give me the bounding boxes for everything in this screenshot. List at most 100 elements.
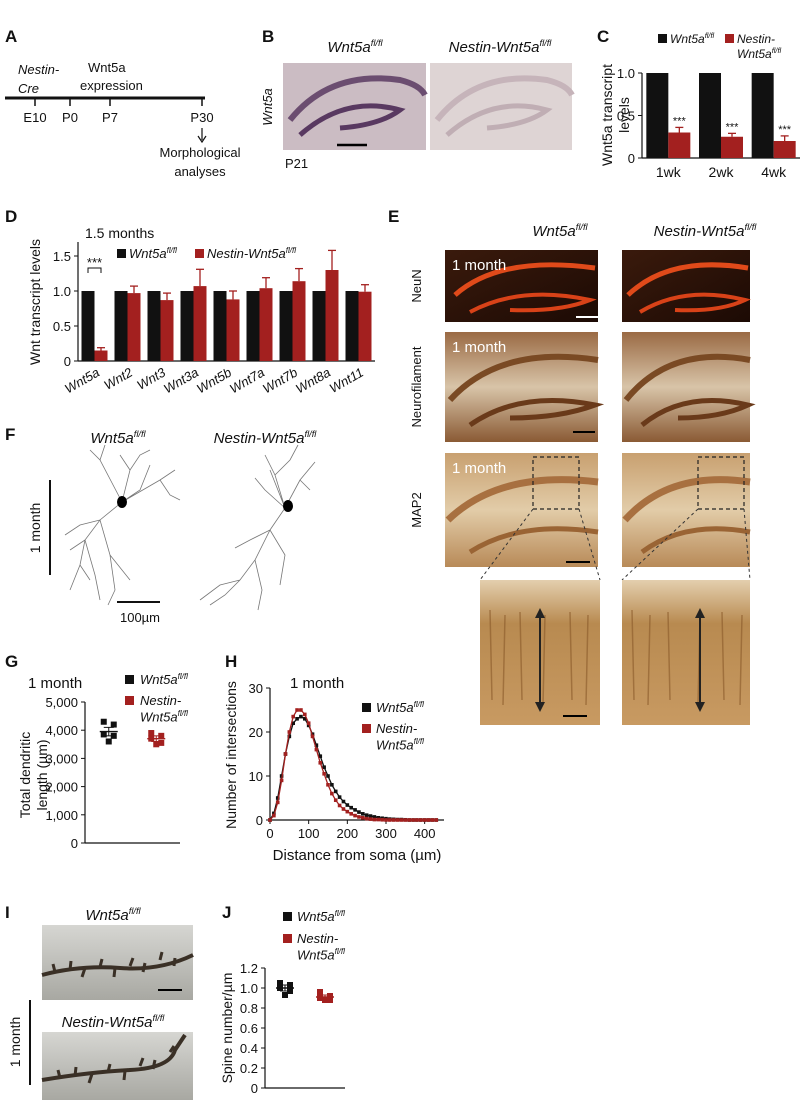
panel-letter: A xyxy=(5,27,17,46)
data-point xyxy=(314,743,319,747)
tissue-band xyxy=(453,262,596,297)
y-tick-label: 0.5 xyxy=(53,319,71,334)
data-point xyxy=(100,718,107,725)
data-point xyxy=(105,738,112,745)
legend-swatch xyxy=(117,249,126,258)
data-point xyxy=(330,783,334,787)
data-point xyxy=(287,730,292,734)
data-point xyxy=(415,818,419,822)
outcome-label: Morphological xyxy=(160,145,241,160)
data-point xyxy=(322,765,326,769)
row-label: Neurofilament xyxy=(409,346,424,427)
bar xyxy=(94,350,108,361)
bar xyxy=(259,288,273,361)
y-tick-label: 20 xyxy=(249,725,263,740)
panel-letter: F xyxy=(5,425,15,444)
tissue-band xyxy=(287,75,428,122)
label-sup: fl/fl xyxy=(167,246,177,255)
timepoint: P0 xyxy=(62,110,78,125)
label-base: Nestin-Wnt5a xyxy=(449,39,540,56)
bar xyxy=(668,132,691,158)
subtitle: 1.5 months xyxy=(85,225,154,241)
dendrite-streaks xyxy=(489,609,589,706)
bar xyxy=(325,270,339,361)
legend-swatch xyxy=(283,912,292,921)
label-line: Nestin- xyxy=(297,931,339,946)
data-point xyxy=(353,813,357,818)
data-point xyxy=(357,810,361,814)
y-tick-label: 4,000 xyxy=(45,723,78,738)
data-point xyxy=(349,805,353,810)
bar xyxy=(773,141,796,158)
data-point xyxy=(403,818,408,822)
data-point xyxy=(361,816,365,820)
y-axis-label: length (µm) xyxy=(34,739,50,810)
data-point xyxy=(291,721,295,725)
data-point xyxy=(333,798,338,802)
bar xyxy=(246,291,260,361)
y-tick-label: 2,000 xyxy=(45,780,78,795)
row-label: NeuN xyxy=(409,269,424,302)
panel-letter: H xyxy=(225,652,237,671)
data-point xyxy=(303,717,307,721)
genotype-label: Wnt5afl/fl xyxy=(532,222,588,240)
bar xyxy=(114,291,128,361)
label-sup: fl/fl xyxy=(304,429,317,439)
probe-label: Wnt5a xyxy=(260,88,275,126)
legend-swatch xyxy=(362,703,371,712)
genotype-label: Wnt5afl/fl xyxy=(297,909,345,924)
bar xyxy=(751,73,774,158)
y-tick-label: 0.8 xyxy=(240,1001,258,1016)
significance: *** xyxy=(673,115,687,127)
bar xyxy=(213,291,227,361)
label-sup: fl/fl xyxy=(286,246,296,255)
label-base: Wnt5a xyxy=(532,223,575,240)
significance: *** xyxy=(87,255,102,270)
tissue-band xyxy=(468,398,605,428)
label-base: Wnt5a xyxy=(327,39,370,56)
subtitle: 1 month xyxy=(28,675,82,692)
data-point xyxy=(395,818,400,822)
data-point xyxy=(275,796,280,800)
y-tick-label: 0 xyxy=(64,354,71,369)
data-point xyxy=(364,813,369,817)
data-point xyxy=(314,747,319,752)
label-base: Wnt5a xyxy=(85,907,128,924)
bar xyxy=(721,136,743,158)
data-point xyxy=(295,708,299,712)
legend-swatch xyxy=(362,724,371,733)
data-point xyxy=(317,995,323,1001)
x-tick-label: 4wk xyxy=(761,164,787,180)
bar xyxy=(312,291,326,361)
label-sup: fl/fl xyxy=(152,1013,165,1023)
tissue-band xyxy=(638,292,751,314)
label-line: Nestin- xyxy=(737,32,775,46)
label-line: Wnt5a xyxy=(737,47,772,61)
genotype-label: Nestin-Wnt5afl/fl xyxy=(207,246,296,261)
data-point xyxy=(322,997,328,1003)
label-sup: fl/fl xyxy=(178,672,188,681)
bar xyxy=(292,281,306,361)
tissue-band xyxy=(447,353,599,403)
spines xyxy=(51,951,177,978)
panel-f: F 1 month 100µm xyxy=(5,425,316,625)
genotype-label: Wnt5afl/fl xyxy=(376,700,424,715)
tissue-band xyxy=(623,353,751,402)
data-point xyxy=(333,789,338,794)
data-point xyxy=(380,817,384,822)
x-tick-label: Wnt5a xyxy=(62,365,102,397)
label-base: Nestin-Wnt5a xyxy=(654,223,745,240)
inset-micrograph xyxy=(622,580,750,725)
label-sup: fl/fl xyxy=(414,700,424,709)
genotype-label: Nestin-Wnt5afl/fl xyxy=(376,721,424,752)
driver-label: Cre xyxy=(18,81,39,96)
label-sup: fl/fl xyxy=(414,737,424,746)
significance-bracket xyxy=(87,267,102,273)
event-label: expression xyxy=(80,78,143,93)
legend-swatch xyxy=(195,249,204,258)
legend-swatch xyxy=(125,696,134,705)
significance: *** xyxy=(726,121,740,133)
arrow-head xyxy=(197,135,207,144)
data-point xyxy=(341,799,346,804)
data-point xyxy=(291,714,295,719)
